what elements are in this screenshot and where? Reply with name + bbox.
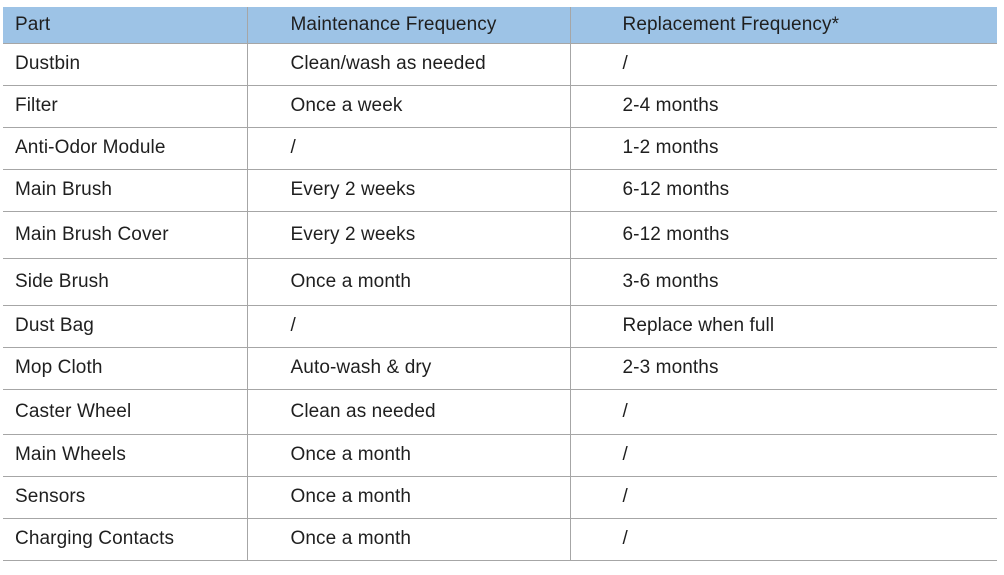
cell-part: Main Brush Cover bbox=[3, 211, 248, 259]
cell-maintenance: Clean as needed bbox=[247, 389, 571, 435]
cell-maintenance: Once a month bbox=[247, 518, 571, 561]
cell-replacement: / bbox=[570, 476, 997, 519]
cell-part: Charging Contacts bbox=[3, 518, 248, 561]
maintenance-schedule-table: Part Maintenance Frequency Replacement F… bbox=[3, 7, 997, 561]
cell-part: Caster Wheel bbox=[3, 389, 248, 435]
cell-maintenance: / bbox=[247, 127, 571, 170]
cell-replacement: 6-12 months bbox=[570, 211, 997, 259]
cell-maintenance: Once a month bbox=[247, 258, 571, 306]
cell-part: Mop Cloth bbox=[3, 347, 248, 390]
cell-part: Main Wheels bbox=[3, 434, 248, 477]
table-row: Mop Cloth Auto-wash & dry 2-3 months bbox=[3, 347, 997, 390]
cell-part: Side Brush bbox=[3, 258, 248, 306]
cell-part: Filter bbox=[3, 85, 248, 128]
parts-table: Part Maintenance Frequency Replacement F… bbox=[3, 7, 997, 561]
table-row: Dust Bag / Replace when full bbox=[3, 305, 997, 348]
cell-replacement: / bbox=[570, 43, 997, 86]
cell-replacement: 2-4 months bbox=[570, 85, 997, 128]
column-header-replacement-frequency: Replacement Frequency* bbox=[570, 7, 997, 44]
cell-maintenance: Every 2 weeks bbox=[247, 211, 571, 259]
cell-part: Sensors bbox=[3, 476, 248, 519]
cell-replacement: / bbox=[570, 434, 997, 477]
table-row: Sensors Once a month / bbox=[3, 476, 997, 519]
table-row: Charging Contacts Once a month / bbox=[3, 518, 997, 561]
table-row: Main Wheels Once a month / bbox=[3, 434, 997, 477]
cell-replacement: 6-12 months bbox=[570, 169, 997, 212]
cell-maintenance: Auto-wash & dry bbox=[247, 347, 571, 390]
table-row: Dustbin Clean/wash as needed / bbox=[3, 43, 997, 86]
cell-replacement: / bbox=[570, 389, 997, 435]
cell-replacement: 2-3 months bbox=[570, 347, 997, 390]
cell-replacement: Replace when full bbox=[570, 305, 997, 348]
table-row: Main Brush Every 2 weeks 6-12 months bbox=[3, 169, 997, 212]
table-body: Dustbin Clean/wash as needed / Filter Once a… bbox=[3, 43, 997, 561]
cell-maintenance: Once a month bbox=[247, 434, 571, 477]
cell-replacement: 1-2 months bbox=[570, 127, 997, 170]
cell-maintenance: / bbox=[247, 305, 571, 348]
table-row: Caster Wheel Clean as needed / bbox=[3, 389, 997, 435]
cell-part: Anti-Odor Module bbox=[3, 127, 248, 170]
cell-replacement: / bbox=[570, 518, 997, 561]
table-row: Side Brush Once a month 3-6 months bbox=[3, 258, 997, 306]
cell-maintenance: Clean/wash as needed bbox=[247, 43, 571, 86]
table-row: Filter Once a week 2-4 months bbox=[3, 85, 997, 128]
cell-part: Main Brush bbox=[3, 169, 248, 212]
cell-maintenance: Once a week bbox=[247, 85, 571, 128]
cell-part: Dust Bag bbox=[3, 305, 248, 348]
cell-replacement: 3-6 months bbox=[570, 258, 997, 306]
column-header-part: Part bbox=[3, 7, 248, 44]
cell-part: Dustbin bbox=[3, 43, 248, 86]
header-row: Part Maintenance Frequency Replacement F… bbox=[3, 7, 997, 44]
cell-maintenance: Once a month bbox=[247, 476, 571, 519]
table-row: Anti-Odor Module/1-2 months bbox=[3, 127, 997, 170]
column-header-maintenance-frequency: Maintenance Frequency bbox=[247, 7, 571, 44]
table-row: Main Brush Cover Every 2 weeks 6-12 months bbox=[3, 211, 997, 259]
cell-maintenance: Every 2 weeks bbox=[247, 169, 571, 212]
